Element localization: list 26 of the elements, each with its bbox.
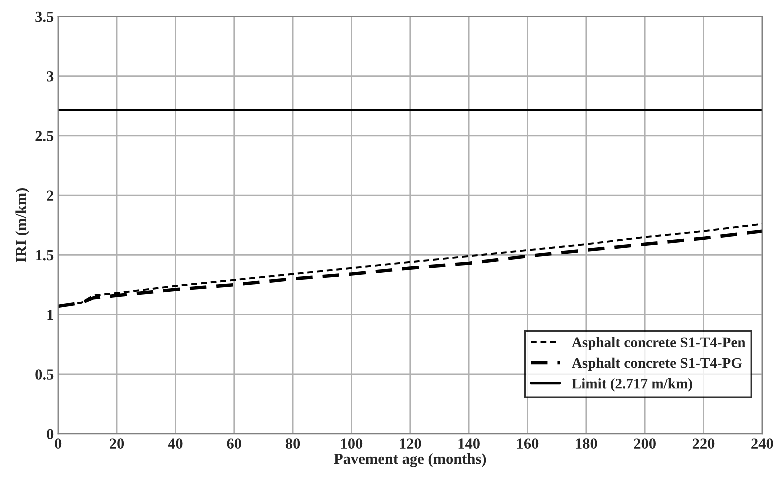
y-tick-label: 2.5: [36, 131, 54, 142]
x-tick-label: 180: [576, 438, 598, 449]
y-tick-label: 3: [47, 72, 54, 82]
x-axis-title: Pavement age (months): [334, 453, 486, 468]
x-tick-label: 160: [518, 438, 539, 449]
y-tick-label: 1: [48, 310, 54, 320]
x-tick-label: 240: [752, 438, 774, 449]
x-tick-label: 40: [168, 438, 183, 449]
x-tick-label: 220: [692, 438, 715, 449]
legend-label: Asphalt concrete S1-T4-PG: [572, 358, 742, 372]
x-tick-label: 140: [458, 438, 480, 449]
x-tick-label: 80: [286, 438, 300, 449]
y-axis-title: IRI (m/km): [16, 188, 30, 262]
x-tick-label: 20: [110, 438, 124, 449]
x-tick-label: 60: [227, 438, 242, 449]
legend-label: Limit (2.717 m/km): [572, 378, 692, 392]
legend-label: Asphalt concrete S1-T4-Pen: [572, 337, 746, 351]
x-tick-label: 120: [400, 438, 422, 449]
y-tick-label: 0.5: [36, 370, 54, 380]
x-tick-label: 0: [55, 438, 62, 449]
y-tick-label: 0: [47, 429, 54, 440]
x-tick-label: 100: [341, 438, 363, 449]
y-tick-label: 1.5: [36, 250, 54, 261]
x-tick-label: 200: [634, 438, 656, 449]
y-tick-label: 2: [47, 190, 54, 201]
y-tick-label: 3.5: [36, 12, 54, 22]
